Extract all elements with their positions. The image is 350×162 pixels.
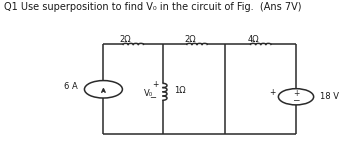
Text: +: + [152, 80, 158, 89]
Text: 1Ω: 1Ω [174, 86, 186, 95]
Text: +: + [269, 88, 276, 97]
Text: +: + [293, 89, 299, 98]
Text: 4Ω: 4Ω [248, 35, 259, 44]
Text: Q1 Use superposition to find V₀ in the circuit of Fig.  (Ans 7V): Q1 Use superposition to find V₀ in the c… [4, 2, 301, 12]
Text: 2Ω: 2Ω [184, 35, 196, 44]
Text: 2Ω: 2Ω [119, 35, 131, 44]
Text: −: − [292, 96, 300, 105]
Text: −: − [149, 93, 156, 103]
Text: 6 A: 6 A [64, 82, 78, 91]
Text: 18 V: 18 V [321, 92, 340, 101]
Text: V₀: V₀ [144, 89, 153, 98]
